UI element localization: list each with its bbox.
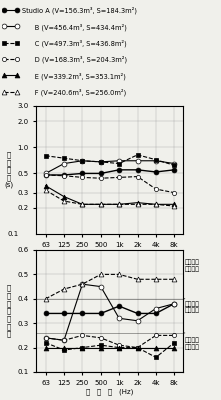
Text: 0.1: 0.1 (8, 231, 19, 237)
Text: デッドな
スタジオ: デッドな スタジオ (185, 260, 200, 272)
Y-axis label: 残
響
時
間
(s): 残 響 時 間 (s) (4, 152, 13, 188)
X-axis label: 周   波   数   (Hz): 周 波 数 (Hz) (86, 388, 134, 395)
Text: Studio A (V=156.3m³, S=184.3m²): Studio A (V=156.3m³, S=184.3m²) (22, 7, 137, 14)
Text: E (V=339.2m³, S=353.1m²): E (V=339.2m³, S=353.1m²) (22, 72, 126, 80)
Y-axis label: 室
内
平
均
吸
音
率: 室 内 平 均 吸 音 率 (6, 285, 11, 337)
Text: F (V=240.6m³, S=256.0m²): F (V=240.6m³, S=256.0m²) (22, 89, 126, 96)
Text: D (V=168.3m³, S=204.3m²): D (V=168.3m³, S=204.3m²) (22, 56, 127, 64)
X-axis label: 周   波   数   (Hz): 周 波 数 (Hz) (86, 250, 134, 257)
Text: ライブな
スタジオ: ライブな スタジオ (185, 338, 200, 350)
Text: C (V=497.3m³, S=436.8m²): C (V=497.3m³, S=436.8m²) (22, 40, 126, 47)
Text: 中間的な
スタジオ: 中間的な スタジオ (185, 301, 200, 313)
Text: B (V=456.4m³, S=434.4m²): B (V=456.4m³, S=434.4m²) (22, 23, 127, 31)
